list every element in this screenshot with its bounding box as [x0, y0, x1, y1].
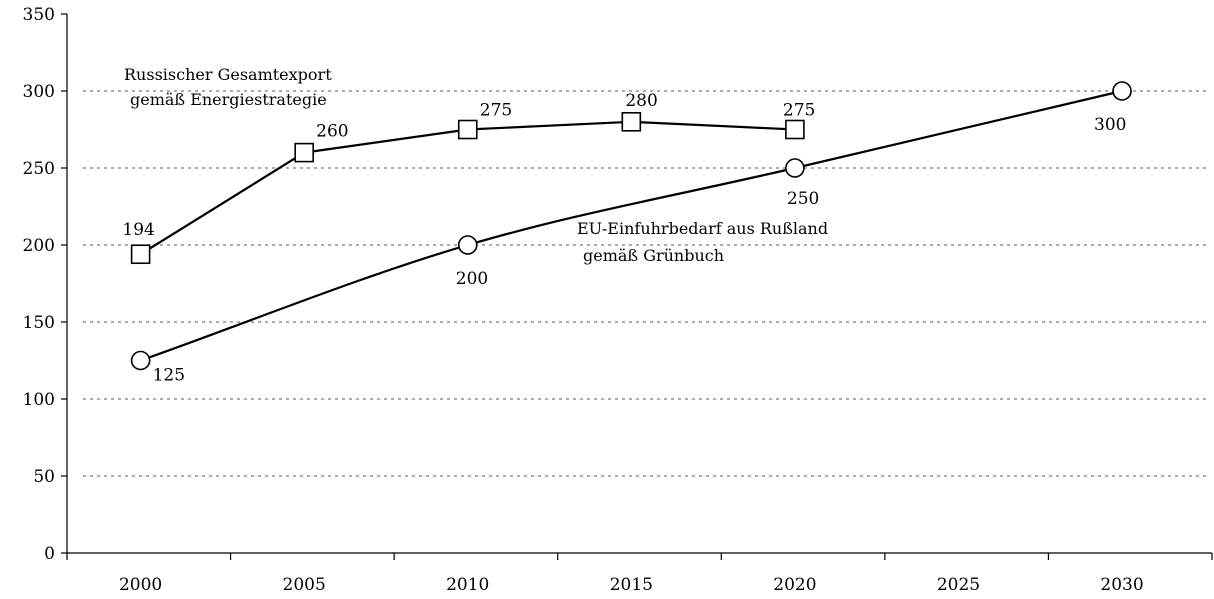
grid-layer: [83, 90, 1208, 477]
y-tick-label-200: 200: [23, 236, 55, 256]
y-tick-label-100: 100: [23, 390, 55, 410]
y-tick-label-150: 150: [23, 313, 55, 333]
marker-eu-2000: [130, 350, 151, 371]
x-tick-labels: 2000 2005 2010 2015 2020 2025 2030: [119, 575, 1144, 595]
x-tick-label-2005: 2005: [283, 575, 326, 595]
marker-export-2015: [621, 112, 642, 132]
x-tick-label-2020: 2020: [773, 575, 816, 595]
marker-export-2020: [785, 119, 805, 140]
marker-export-2010: [457, 119, 478, 140]
series-line-eu: [140, 89, 1123, 362]
marker-eu-2010: [457, 235, 478, 255]
data-labels: 194 260 275 280 275 125 200 250 300: [122, 91, 1126, 386]
x-tick-label-2015: 2015: [610, 575, 653, 595]
y-tick-label-250: 250: [23, 159, 55, 179]
data-label-export-2005: 260: [316, 122, 348, 142]
data-label-export-2010: 275: [480, 101, 512, 121]
y-tick-label-50: 50: [33, 467, 55, 487]
y-tick-label-0: 0: [44, 544, 55, 564]
data-label-eu-2020: 250: [787, 189, 819, 209]
data-label-export-2015: 280: [625, 91, 657, 111]
y-tick-label-300: 300: [23, 82, 55, 102]
x-tick-label-2000: 2000: [119, 575, 162, 595]
annotation-eu-line1: EU-Einfuhrbedarf aus Rußland: [577, 219, 828, 238]
marker-export-2000: [130, 244, 151, 265]
x-tick-label-2030: 2030: [1100, 575, 1143, 595]
data-label-export-2000: 194: [122, 220, 154, 240]
data-label-eu-2010: 200: [456, 269, 488, 289]
y-tick-label-350: 350: [23, 5, 55, 25]
x-tick-label-2010: 2010: [446, 575, 489, 595]
annotation-export-line1: Russischer Gesamtexport: [124, 65, 332, 84]
marker-eu-2020: [785, 158, 805, 178]
marker-eu-2030: [1112, 81, 1132, 101]
marker-export-2005: [294, 142, 314, 163]
axis-layer: [61, 13, 1213, 560]
annotation-eu-line2: gemäß Grünbuch: [583, 246, 724, 265]
y-tick-labels: 0 50 100 150 200 250 300 350: [23, 5, 55, 564]
series-layer: [130, 81, 1132, 371]
data-label-export-2020: 275: [783, 101, 815, 121]
data-label-eu-2000: 125: [153, 366, 185, 386]
annotation-export-line2: gemäß Energiestrategie: [130, 90, 327, 109]
data-label-eu-2030: 300: [1094, 115, 1126, 135]
x-tick-label-2025: 2025: [937, 575, 980, 595]
